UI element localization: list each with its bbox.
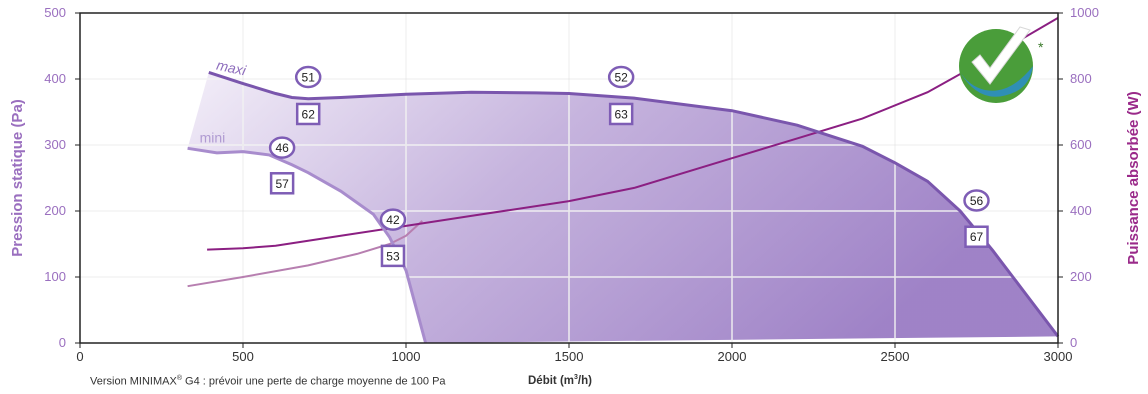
circle-label-text: 46 — [275, 141, 289, 155]
y-right-tick-label: 1000 — [1070, 5, 1099, 20]
x-tick-label: 3000 — [1044, 349, 1073, 364]
power-curve-mini — [187, 220, 423, 288]
box-label-text: 67 — [970, 230, 984, 244]
x-tick-label: 2500 — [881, 349, 910, 364]
y-right-tick-label: 0 — [1070, 335, 1077, 350]
footnote: Version MINIMAX® G4 : prévoir une perte … — [90, 375, 446, 388]
y-right-tick-label: 600 — [1070, 137, 1092, 152]
circle-label-marker — [268, 136, 296, 159]
y-left-axis-label: Pression statique (Pa) — [9, 99, 26, 257]
axes: 0 500 1000 1500 2000 2500 30000100200300400500… — [9, 5, 1142, 364]
badge-asterisk: * — [1038, 39, 1044, 55]
box-label-text: 53 — [386, 249, 400, 263]
circle-label-marker — [379, 208, 407, 231]
series-label-mini: mini — [200, 129, 226, 145]
box-label-marker — [295, 102, 321, 126]
y-left-tick-label: 400 — [44, 71, 66, 86]
circle-label-text: 51 — [302, 71, 316, 85]
checkmark-icon — [971, 26, 1031, 85]
y-left-tick-label: 500 — [44, 5, 66, 20]
grid — [80, 13, 1058, 343]
box-label-marker — [380, 244, 406, 268]
x-tick-label: 1500 — [555, 349, 584, 364]
checkmark-badge-icon: * — [959, 26, 1044, 103]
box-label-text: 62 — [302, 107, 316, 121]
x-tick-label: 2000 — [718, 349, 747, 364]
x-axis-label: Débit (m3/h) — [528, 374, 592, 387]
box-label-marker — [269, 172, 295, 195]
box-label-text: 63 — [614, 107, 628, 121]
y-left-tick-label: 200 — [44, 203, 66, 218]
y-right-tick-label: 200 — [1070, 269, 1092, 284]
y-right-tick-label: 400 — [1070, 203, 1092, 218]
circle-label-marker — [294, 65, 322, 89]
power-curve-maxi — [207, 17, 1059, 251]
circle-label-text: 56 — [970, 194, 984, 208]
y-left-tick-label: 100 — [44, 269, 66, 284]
box-label-marker — [964, 225, 989, 248]
maxi-curve — [208, 70, 1060, 338]
mini-curve — [187, 146, 428, 344]
circle-label-marker — [607, 65, 635, 89]
y-left-tick-label: 0 — [59, 335, 66, 350]
circle-label-marker — [963, 189, 990, 212]
circle-label-text: 42 — [386, 213, 400, 227]
series-label-maxi: maxi — [215, 57, 248, 79]
box-label-marker — [608, 102, 634, 126]
x-tick-label: 0 — [76, 349, 83, 364]
badge-swoosh — [959, 66, 1033, 97]
x-tick-label: 1000 — [392, 349, 421, 364]
y-right-axis-label: Puissance absorbée (W) — [1125, 91, 1142, 264]
curves: maxi mini — [187, 17, 1060, 344]
circle-label-text: 52 — [614, 71, 628, 85]
box-label-text: 57 — [275, 177, 289, 191]
y-left-tick-label: 300 — [44, 137, 66, 152]
noise-labels: 51 52 46 42 56 62 63 57 53 67 — [268, 65, 990, 268]
x-tick-label: 500 — [232, 349, 254, 364]
y-right-tick-label: 800 — [1070, 71, 1092, 86]
